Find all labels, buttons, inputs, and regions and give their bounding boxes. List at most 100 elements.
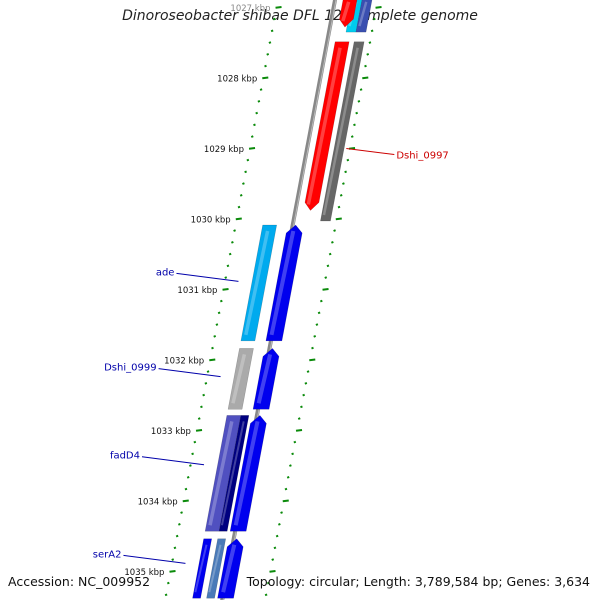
gene-feature (240, 224, 277, 342)
ruler-major-tick (309, 358, 316, 362)
gene-feature (217, 538, 244, 599)
gene-feature (192, 538, 213, 599)
ruler-dot (366, 53, 370, 56)
ruler-dot (230, 241, 234, 244)
ruler-major-tick (262, 76, 269, 80)
ruler-dot (330, 241, 334, 244)
ruler-dot (197, 417, 201, 420)
ruler-dot (319, 299, 323, 303)
ruler-dot (268, 41, 272, 44)
ruler-dot (202, 393, 206, 397)
ruler-dot (164, 593, 168, 597)
ruler-major-tick (248, 146, 256, 150)
ruler-dot (211, 346, 214, 350)
ruler-dot (275, 534, 279, 538)
ruler-dot (346, 158, 350, 162)
ruler-dot (333, 229, 336, 232)
ruler-dot (306, 370, 310, 373)
tick-label: 1035 kbp (124, 568, 164, 578)
gene-leader-line (176, 272, 239, 282)
gene-leader-line (346, 148, 395, 156)
ruler-dot (300, 405, 303, 409)
gene-label: fadD4 (110, 451, 140, 462)
ruler-major-tick (322, 287, 329, 291)
tick-label: 1034 kbp (138, 498, 178, 508)
ruler-dot (355, 111, 359, 115)
ruler-dot (228, 252, 232, 256)
gene-shine (306, 47, 342, 205)
gene-shine (231, 354, 247, 404)
gene-label: Dshi_0999 (104, 363, 156, 374)
gene-shine (322, 47, 359, 216)
gene-feature (229, 415, 267, 532)
ruler-dot (213, 335, 217, 338)
ruler-dot (215, 323, 219, 326)
ruler-dot (217, 311, 221, 315)
ruler-dot (328, 252, 332, 256)
gene-label: serA2 (93, 549, 122, 560)
ruler-dot (280, 511, 283, 514)
ruler-major-tick (282, 499, 289, 503)
ruler-dot (326, 264, 330, 268)
ruler-dot (342, 182, 345, 185)
ruler-dot (171, 558, 175, 561)
ruler-dot (193, 440, 197, 444)
tick-labels: 1027 kbp 1028 kbp 1029 kbp 1030 kbp 1031 kbp… (124, 4, 270, 578)
ruler-dot (364, 64, 367, 68)
ruler-dot (350, 135, 354, 138)
ruler-dot (246, 158, 250, 162)
tick-label: 1031 kbp (177, 286, 217, 296)
ruler-dot (219, 299, 223, 303)
ruler-dot (289, 464, 292, 467)
ruler-major-tick (182, 499, 189, 503)
gene-shine (358, 1, 368, 27)
ruler-dot (359, 88, 363, 91)
ruler-left (164, 5, 282, 597)
ruler-major-tick (375, 5, 382, 9)
ruler-dot (184, 487, 188, 491)
ruler-major-tick (275, 5, 282, 9)
ruler-dot (237, 205, 241, 209)
gene-label: ade (156, 267, 175, 278)
accession-text: Accession: NC_009952 (8, 574, 151, 589)
ruler-dot (293, 440, 297, 444)
tick-label: 1027 kbp (230, 4, 270, 14)
ruler-dot (339, 194, 343, 197)
gene-feature (206, 538, 227, 599)
gene-feature (304, 41, 350, 211)
genome-summary: Topology: circular; Length: 3,789,584 bp… (246, 574, 590, 589)
gene-leader-line (158, 368, 221, 378)
ruler-dot (175, 534, 179, 538)
gene-shine (221, 544, 237, 593)
ruler-dot (177, 523, 181, 526)
gene-leader-line (141, 456, 205, 466)
ruler-dot (357, 100, 361, 103)
gene-feature (218, 415, 250, 532)
ruler-dot (270, 29, 274, 33)
ruler-dot (304, 382, 308, 385)
ruler-major-tick (169, 569, 176, 573)
ruler-dot (372, 17, 376, 21)
ruler-dot (166, 581, 170, 585)
gene-shine (194, 544, 208, 593)
ruler-dot (266, 53, 270, 56)
ruler-dot (239, 194, 243, 197)
gene-shine (233, 420, 260, 526)
ruler-dot (189, 464, 192, 467)
ruler-dot (233, 229, 236, 232)
ruler-dot (200, 405, 203, 409)
gene-feature (252, 348, 280, 410)
tick-label: 1029 kbp (204, 145, 244, 155)
ruler-dot (313, 335, 317, 338)
gene-feature (355, 0, 373, 33)
ruler-dot (226, 264, 230, 268)
gene-leader-line (123, 554, 186, 564)
gene-layer (192, 0, 373, 599)
ruler-major-tick (295, 428, 303, 432)
genome-title: Dinoroseobacter shibae DFL 12, complete … (122, 8, 478, 24)
ruler-dot (191, 452, 194, 456)
gene-feature (227, 348, 254, 410)
ruler-dot (317, 311, 321, 315)
ruler-dot (353, 123, 356, 127)
ruler-dot (271, 558, 275, 561)
